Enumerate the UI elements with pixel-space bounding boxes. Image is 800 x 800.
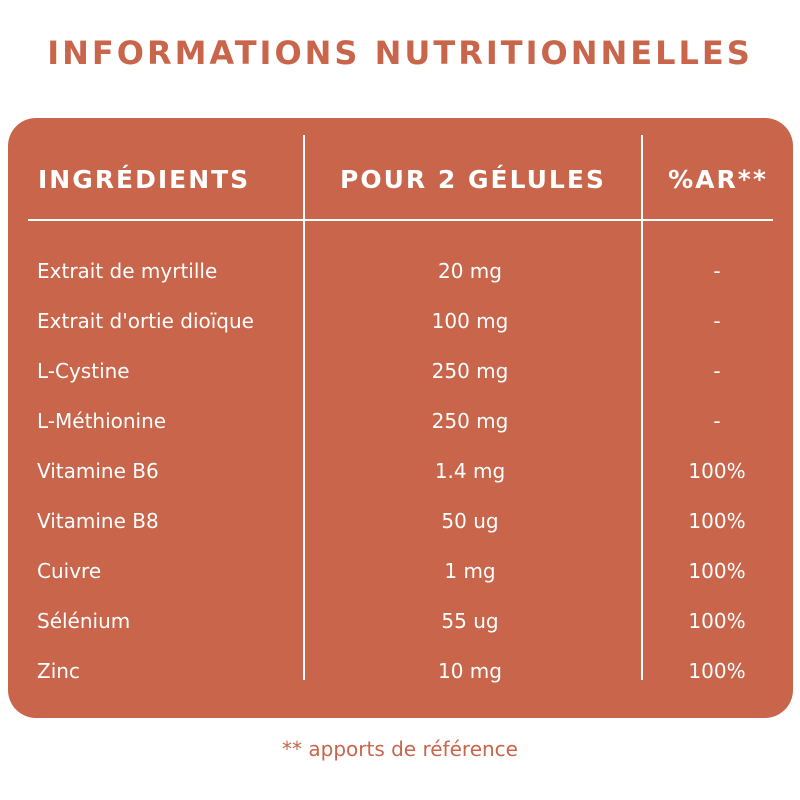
ingredient-name: Extrait d'ortie dioïque — [37, 309, 254, 333]
column-header-amount: POUR 2 GÉLULES — [340, 165, 606, 194]
ingredient-amount: 1 mg — [444, 559, 496, 583]
ingredient-ar: - — [713, 309, 721, 333]
ingredient-ar: - — [713, 259, 721, 283]
ingredient-ar: 100% — [688, 659, 746, 683]
table-row: Cuivre 1 mg 100% — [0, 556, 800, 586]
ingredient-ar: 100% — [688, 609, 746, 633]
ingredient-amount: 250 mg — [431, 409, 509, 433]
ingredient-amount: 20 mg — [438, 259, 502, 283]
ingredient-amount: 250 mg — [431, 359, 509, 383]
table-row: L-Méthionine 250 mg - — [0, 406, 800, 436]
ingredient-ar: 100% — [688, 459, 746, 483]
ingredient-ar: 100% — [688, 509, 746, 533]
ingredient-amount: 1.4 mg — [434, 459, 506, 483]
ingredient-ar: - — [713, 409, 721, 433]
ingredient-amount: 55 ug — [441, 609, 499, 633]
ingredient-name: Extrait de myrtille — [37, 259, 218, 283]
table-row: Vitamine B8 50 ug 100% — [0, 506, 800, 536]
ingredient-name: L-Méthionine — [37, 409, 167, 433]
column-header-ar: %AR** — [668, 165, 768, 194]
page-title: INFORMATIONS NUTRITIONNELLES — [47, 34, 753, 72]
ingredient-ar: - — [713, 359, 721, 383]
ingredient-name: Zinc — [37, 659, 80, 683]
table-row: L-Cystine 250 mg - — [0, 356, 800, 386]
header-divider — [28, 219, 773, 221]
ingredient-name: L-Cystine — [37, 359, 130, 383]
ingredient-amount: 50 ug — [441, 509, 499, 533]
ingredient-name: Vitamine B6 — [37, 459, 159, 483]
footnote: ** apports de référence — [282, 737, 518, 761]
ingredient-name: Cuivre — [37, 559, 102, 583]
nutrition-table-card — [8, 118, 793, 718]
column-divider — [303, 135, 305, 680]
column-header-ingredients: INGRÉDIENTS — [38, 165, 251, 194]
ingredient-name: Vitamine B8 — [37, 509, 159, 533]
ingredient-amount: 100 mg — [431, 309, 509, 333]
ingredient-ar: 100% — [688, 559, 746, 583]
column-divider — [641, 135, 643, 680]
table-row: Vitamine B6 1.4 mg 100% — [0, 456, 800, 486]
ingredient-name: Sélénium — [37, 609, 131, 633]
table-row: Sélénium 55 ug 100% — [0, 606, 800, 636]
ingredient-amount: 10 mg — [438, 659, 502, 683]
table-row: Extrait d'ortie dioïque 100 mg - — [0, 306, 800, 336]
table-row: Extrait de myrtille 20 mg - — [0, 256, 800, 286]
table-row: Zinc 10 mg 100% — [0, 656, 800, 686]
